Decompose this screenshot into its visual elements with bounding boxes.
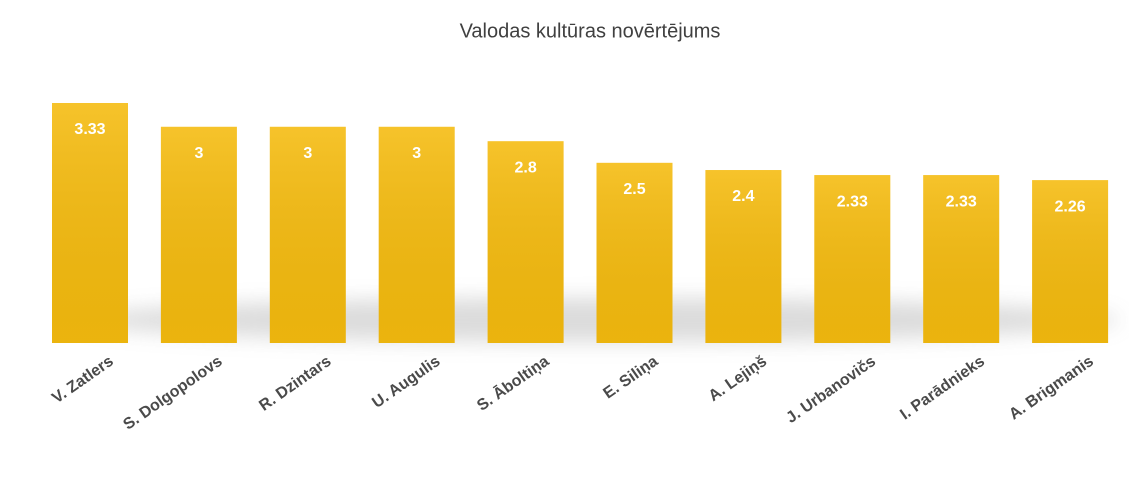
x-tick-label: A. Lejiņš	[706, 353, 770, 405]
data-label: 2.8	[514, 159, 536, 176]
data-label: 2.4	[732, 188, 754, 205]
data-label: 3	[303, 145, 312, 162]
x-tick-label: S. Āboltiņa	[473, 351, 552, 415]
bar-sheen	[596, 162, 673, 343]
x-tick-label: V. Zatlers	[49, 353, 117, 407]
x-tick-label: I. Parādnieks	[897, 353, 988, 424]
x-tick-label: A. Brigmanis	[1006, 353, 1097, 424]
data-label: 2.5	[623, 181, 645, 198]
data-label: 2.33	[837, 193, 868, 210]
x-tick-label: R. Dzintars	[256, 353, 334, 415]
x-tick-label: E. Siliņa	[600, 353, 661, 403]
bar-sheen	[1032, 180, 1109, 343]
chart-title: Valodas kultūras novērtējums	[460, 20, 721, 42]
data-label: 2.33	[946, 193, 977, 210]
data-label: 3.33	[74, 121, 105, 138]
data-label: 3	[412, 145, 421, 162]
bar-sheen	[487, 141, 564, 343]
bar-sheen	[923, 175, 1000, 343]
x-tick-label: U. Augulis	[369, 353, 443, 412]
bar-sheen	[814, 175, 891, 343]
bar-sheen	[378, 126, 455, 343]
bar-sheen	[705, 170, 782, 343]
bar-sheen	[269, 126, 346, 343]
data-label: 2.26	[1055, 198, 1086, 215]
x-tick-label: J. Urbanovičs	[783, 353, 879, 427]
bar-sheen	[52, 103, 128, 343]
bar-sheen	[160, 126, 237, 343]
x-tick-label: S. Dolgopolovs	[120, 353, 225, 434]
data-label: 3	[194, 145, 203, 162]
